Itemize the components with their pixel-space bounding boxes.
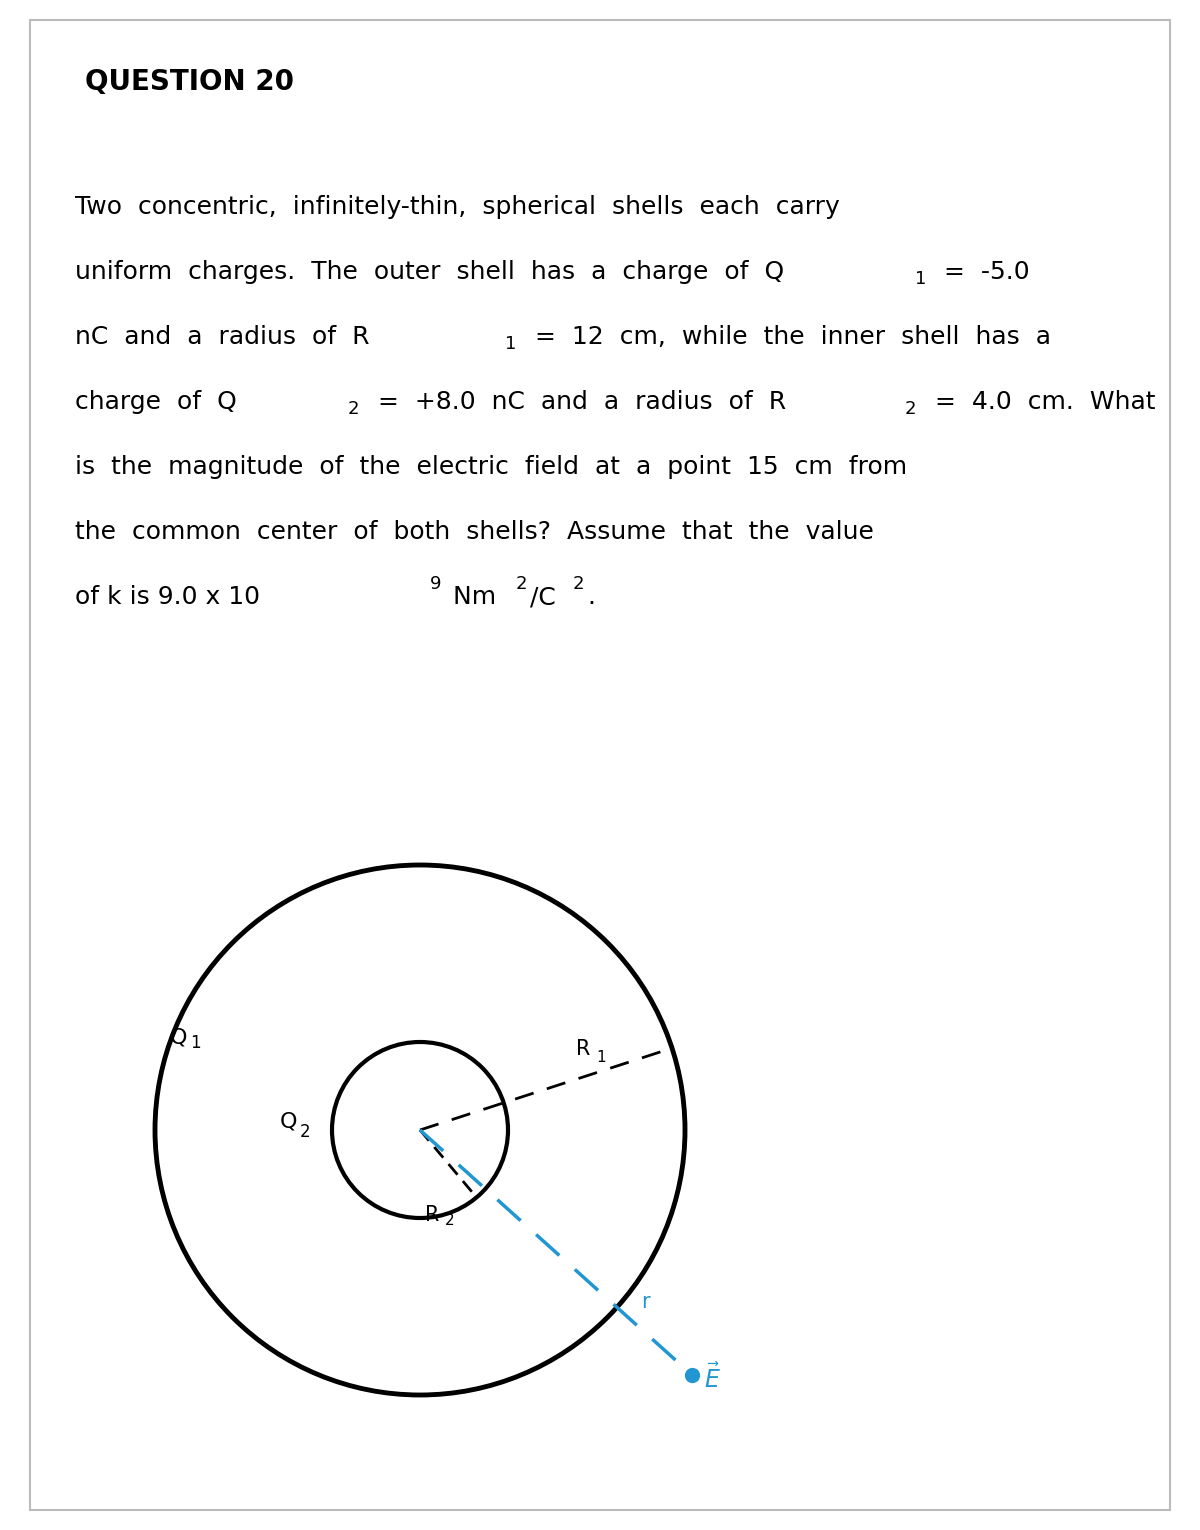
- Text: uniform  charges.  The  outer  shell  has  a  charge  of  Q: uniform charges. The outer shell has a c…: [74, 260, 784, 285]
- Text: =  4.0  cm.  What: = 4.0 cm. What: [919, 390, 1156, 415]
- Text: Two  concentric,  infinitely-thin,  spherical  shells  each  carry: Two concentric, infinitely-thin, spheric…: [74, 194, 840, 219]
- Text: charge  of  Q: charge of Q: [74, 390, 236, 415]
- Text: Q: Q: [280, 1112, 298, 1132]
- Text: QUESTION 20: QUESTION 20: [85, 67, 294, 96]
- Text: 1: 1: [505, 335, 516, 353]
- Text: =  -5.0: = -5.0: [928, 260, 1030, 285]
- Text: 2: 2: [300, 1123, 311, 1141]
- Text: 1: 1: [190, 1034, 200, 1053]
- Text: nC  and  a  radius  of  R: nC and a radius of R: [74, 324, 370, 349]
- Text: 2: 2: [445, 1213, 455, 1229]
- Text: 1: 1: [916, 269, 926, 288]
- Text: 2: 2: [516, 575, 528, 594]
- Text: the  common  center  of  both  shells?  Assume  that  the  value: the common center of both shells? Assume…: [74, 520, 874, 545]
- Text: =  12  cm,  while  the  inner  shell  has  a: = 12 cm, while the inner shell has a: [520, 324, 1051, 349]
- Text: 2: 2: [574, 575, 584, 594]
- Text: /C: /C: [530, 584, 556, 609]
- Text: 2: 2: [905, 399, 917, 418]
- Text: 2: 2: [348, 399, 360, 418]
- Text: .: .: [587, 584, 595, 609]
- Text: R: R: [425, 1206, 439, 1226]
- Text: =  +8.0  nC  and  a  radius  of  R: = +8.0 nC and a radius of R: [362, 390, 786, 415]
- Text: Nm: Nm: [445, 584, 496, 609]
- Text: of k is 9.0 x 10: of k is 9.0 x 10: [74, 584, 260, 609]
- Text: 9: 9: [430, 575, 442, 594]
- Text: R: R: [576, 1039, 590, 1059]
- Text: is  the  magnitude  of  the  electric  field  at  a  point  15  cm  from: is the magnitude of the electric field a…: [74, 454, 907, 479]
- Text: $\vec{E}$: $\vec{E}$: [703, 1363, 721, 1392]
- Text: 1: 1: [596, 1050, 606, 1065]
- Text: r: r: [641, 1291, 649, 1311]
- Text: Q: Q: [170, 1027, 187, 1047]
